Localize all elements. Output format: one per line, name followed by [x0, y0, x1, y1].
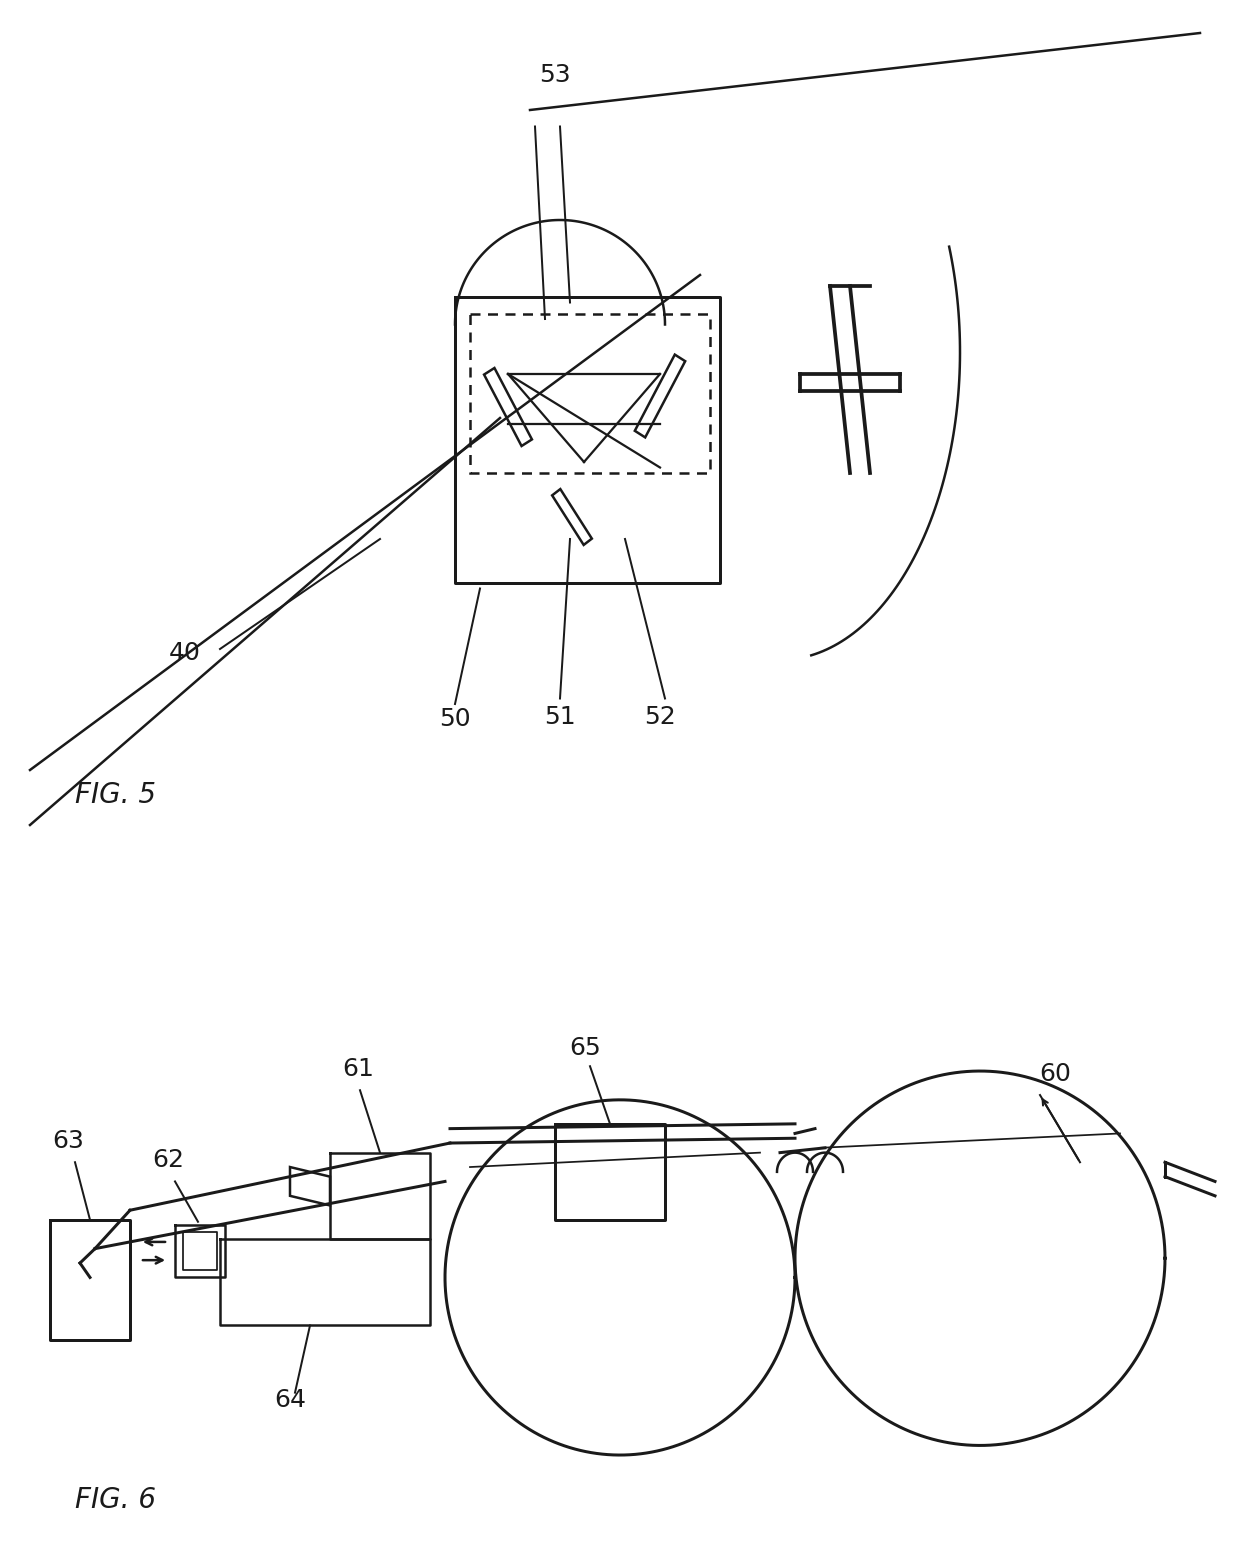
Text: 64: 64 — [274, 1387, 306, 1412]
Text: 63: 63 — [52, 1128, 84, 1153]
Text: 40: 40 — [169, 641, 201, 664]
Text: FIG. 6: FIG. 6 — [74, 1485, 156, 1513]
Text: 60: 60 — [1039, 1062, 1071, 1086]
Text: 61: 61 — [342, 1057, 374, 1080]
Text: 51: 51 — [544, 705, 575, 729]
Text: 50: 50 — [439, 708, 471, 731]
Text: FIG. 5: FIG. 5 — [74, 781, 156, 809]
Text: 52: 52 — [644, 705, 676, 729]
Text: 65: 65 — [569, 1035, 601, 1060]
Bar — [470, 314, 711, 473]
Text: 62: 62 — [153, 1148, 184, 1172]
Text: 53: 53 — [539, 64, 570, 87]
